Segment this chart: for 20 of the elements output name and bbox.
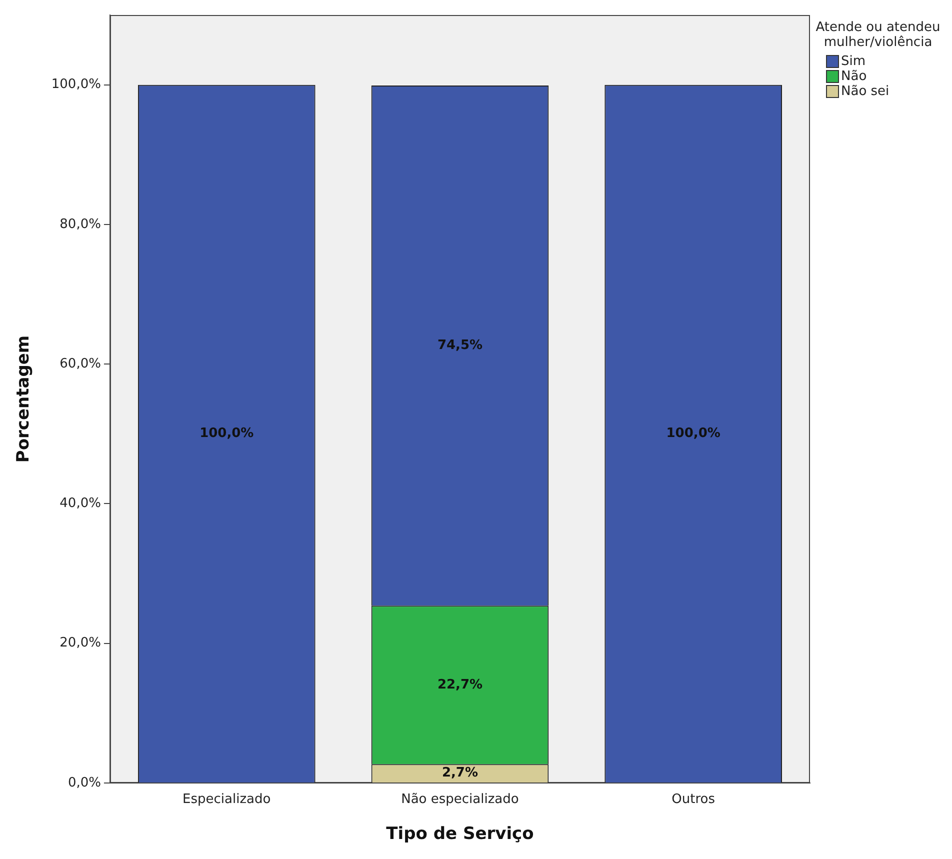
- x-tick-label: Especializado: [182, 792, 271, 808]
- y-tick-label: 60,0%: [60, 356, 101, 372]
- data-label: 2,7%: [442, 766, 478, 781]
- x-axis-title: Tipo de Serviço: [386, 824, 534, 844]
- legend-title: Atende ou atendeu mulher/violência: [814, 20, 942, 50]
- y-tick-label: 0,0%: [68, 775, 101, 790]
- legend-label: Não sei: [841, 84, 890, 99]
- text: Sim: [841, 54, 866, 69]
- y-tick-label: 80,0%: [60, 216, 101, 232]
- data-label: 100,0%: [666, 426, 720, 442]
- y-tick-label: 40,0%: [60, 496, 101, 512]
- data-label: 22,7%: [437, 677, 483, 692]
- y-tick-label: 100,0%: [51, 77, 101, 92]
- y-axis-title: Porcentagem: [14, 335, 34, 463]
- x-tick-label: Outros: [672, 792, 716, 808]
- legend-label: Não: [841, 69, 867, 84]
- data-label: 74,5%: [437, 338, 483, 353]
- data-label: 100,0%: [200, 426, 254, 442]
- y-tick-label: 20,0%: [60, 636, 101, 651]
- x-tick-label: Não especializado: [401, 792, 519, 808]
